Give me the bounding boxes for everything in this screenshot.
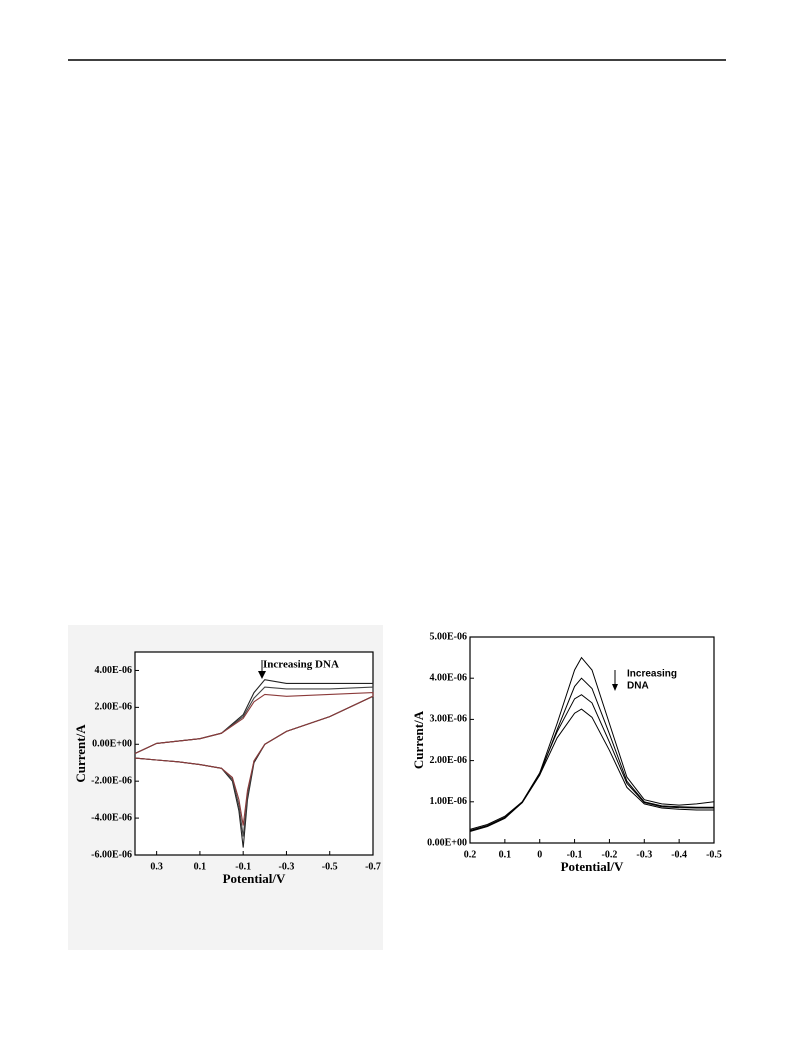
x-tick-label: -0.3	[636, 849, 652, 860]
y-tick-label: 3.00E-06	[430, 714, 468, 725]
arrow-head	[258, 671, 266, 679]
arrow-head	[612, 684, 618, 691]
x-tick-label: -0.1	[235, 861, 251, 872]
y-tick-label: -6.00E-06	[91, 849, 132, 860]
y-axis-label: Current/A	[411, 710, 426, 769]
x-tick-label: 0.3	[150, 861, 163, 872]
x-tick-label: -0.2	[602, 849, 618, 860]
annotation: DNA	[627, 681, 649, 692]
x-axis-label: Potential/V	[561, 859, 624, 874]
y-tick-label: 0.00E+00	[427, 837, 467, 848]
y-axis-label: Current/A	[73, 724, 88, 783]
y-tick-label: -4.00E-06	[91, 812, 132, 823]
plot-frame	[469, 636, 715, 844]
y-tick-label: 2.00E-06	[95, 702, 133, 713]
y-tick-label: 4.00E-06	[430, 672, 468, 683]
x-tick-label: -0.5	[706, 849, 722, 860]
data-line	[134, 692, 374, 826]
x-axis-label: Potential/V	[223, 871, 286, 886]
y-tick-label: 4.00E-06	[95, 665, 133, 676]
x-tick-label: -0.3	[279, 861, 295, 872]
x-tick-label: 0.1	[194, 861, 207, 872]
data-line	[469, 708, 714, 832]
y-tick-label: 2.00E-06	[430, 755, 468, 766]
x-tick-label: 0.2	[464, 849, 477, 860]
x-tick-label: -0.7	[365, 861, 381, 872]
plot-background	[135, 652, 373, 855]
x-tick-label: -0.1	[567, 849, 583, 860]
y-tick-label: 0.00E+00	[92, 739, 132, 750]
annotation: Increasing DNA	[263, 659, 339, 671]
y-tick-label: 5.00E-06	[430, 631, 468, 642]
data-line	[469, 656, 715, 830]
y-tick-label: 1.00E-06	[430, 796, 468, 807]
x-tick-label: -0.4	[671, 849, 687, 860]
y-tick-label: -2.00E-06	[91, 775, 132, 786]
x-tick-label: 0	[537, 849, 542, 860]
annotation: Increasing	[627, 669, 677, 680]
data-line	[469, 694, 714, 832]
x-tick-label: -0.5	[322, 861, 338, 872]
x-tick-label: 0.1	[499, 849, 512, 860]
